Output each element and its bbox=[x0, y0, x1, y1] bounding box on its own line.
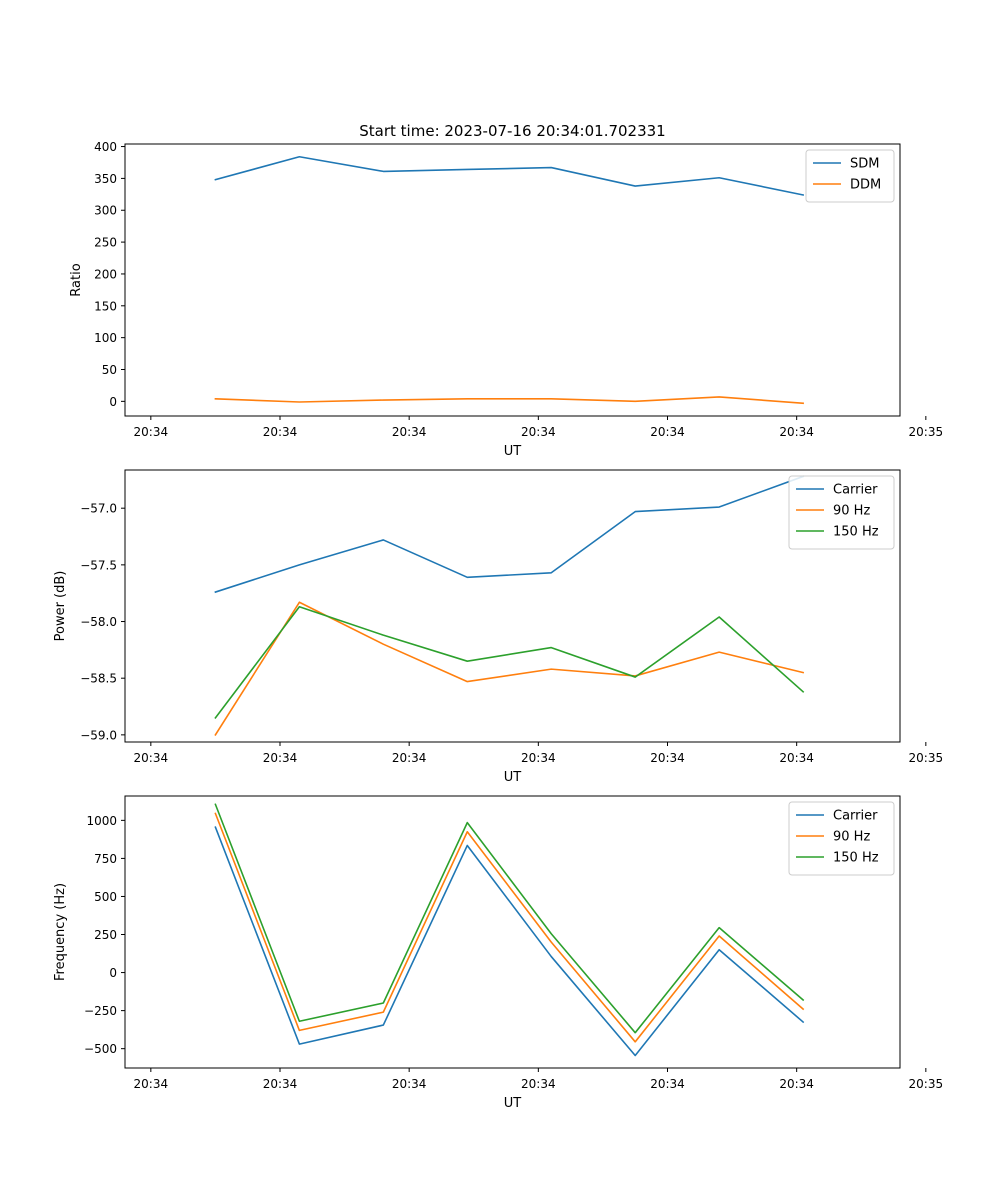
frequency-x-tick-label: 20:35 bbox=[909, 1077, 944, 1091]
frequency-y-tick-label: 750 bbox=[94, 852, 117, 866]
ratio-x-tick-label: 20:34 bbox=[263, 425, 298, 439]
frequency-series-line-150-hz bbox=[214, 803, 805, 1034]
ratio-y-tick-label: 400 bbox=[94, 140, 117, 154]
ratio-legend-label-ddm: DDM bbox=[850, 178, 881, 193]
ratio-y-tick-label: 50 bbox=[102, 363, 117, 377]
power-panel: 20:34 20:34 20:34 20:34 20:34 20:34 20:35 −59.0… bbox=[53, 469, 944, 785]
ratio-y-tick-label: 250 bbox=[94, 236, 117, 250]
frequency-legend-label-150-hz: 150 Hz bbox=[833, 851, 879, 866]
ratio-x-tick-label: 20:34 bbox=[779, 425, 814, 439]
frequency-y-tick-label: 1000 bbox=[86, 814, 117, 828]
ratio-x-tick-label: 20:34 bbox=[650, 425, 685, 439]
power-axes-frame bbox=[124, 469, 901, 743]
power-x-tick-label: 20:34 bbox=[392, 751, 427, 765]
power-x-tick-label: 20:34 bbox=[263, 751, 298, 765]
power-x-axis-label: UT bbox=[504, 770, 522, 785]
ratio-y-tick-label: 0 bbox=[109, 395, 117, 409]
ratio-x-tick-label: 20:34 bbox=[521, 425, 556, 439]
ratio-x-tick-label: 20:34 bbox=[392, 425, 427, 439]
ratio-y-tick-label: 350 bbox=[94, 172, 117, 186]
ratio-legend: SDM DDM bbox=[805, 149, 895, 203]
power-series-line-90-hz bbox=[214, 601, 805, 736]
power-y-tick-label: −58.5 bbox=[80, 672, 117, 686]
frequency-y-tick-label: 500 bbox=[94, 890, 117, 904]
ratio-series-line-sdm bbox=[214, 155, 805, 196]
power-y-tick-label: −57.5 bbox=[80, 558, 117, 572]
frequency-x-tick-label: 20:34 bbox=[392, 1077, 427, 1091]
ratio-x-axis-label: UT bbox=[504, 444, 522, 459]
frequency-axes-frame bbox=[124, 795, 901, 1069]
ratio-y-tick-label: 150 bbox=[94, 299, 117, 313]
power-y-tick-label: −57.0 bbox=[80, 502, 117, 516]
ratio-y-axis-label: Ratio bbox=[69, 263, 84, 296]
chart-title: Start time: 2023-07-16 20:34:01.702331 bbox=[359, 122, 665, 140]
power-x-tick-label: 20:35 bbox=[909, 751, 944, 765]
frequency-legend: Carrier 90 Hz 150 Hz bbox=[788, 801, 895, 876]
ratio-y-tick-label: 100 bbox=[94, 331, 117, 345]
power-y-tick-label: −59.0 bbox=[80, 728, 117, 742]
frequency-x-tick-label: 20:34 bbox=[521, 1077, 556, 1091]
frequency-x-tick-label: 20:34 bbox=[263, 1077, 298, 1091]
frequency-x-tick-label: 20:34 bbox=[650, 1077, 685, 1091]
frequency-y-tick-label: −500 bbox=[84, 1042, 117, 1056]
ratio-x-tick-label: 20:34 bbox=[134, 425, 169, 439]
frequency-legend-label-90-hz: 90 Hz bbox=[833, 830, 870, 845]
power-legend-label-150-hz: 150 Hz bbox=[833, 525, 879, 540]
frequency-series-line-carrier bbox=[214, 826, 805, 1057]
frequency-x-axis-label: UT bbox=[504, 1096, 522, 1111]
ratio-legend-label-sdm: SDM bbox=[850, 157, 879, 172]
frequency-series-line-90-hz bbox=[214, 812, 805, 1043]
power-y-tick-label: −58.0 bbox=[80, 615, 117, 629]
power-legend-label-90-hz: 90 Hz bbox=[833, 504, 870, 519]
frequency-y-tick-label: 0 bbox=[109, 966, 117, 980]
frequency-x-tick-label: 20:34 bbox=[779, 1077, 814, 1091]
ratio-x-tick-label: 20:35 bbox=[909, 425, 944, 439]
ratio-y-tick-label: 300 bbox=[94, 204, 117, 218]
power-x-tick-label: 20:34 bbox=[134, 751, 169, 765]
ratio-axes-frame bbox=[124, 143, 901, 417]
frequency-legend-label-carrier: Carrier bbox=[833, 809, 878, 824]
power-series-line-150-hz bbox=[214, 605, 805, 719]
frequency-x-tick-label: 20:34 bbox=[134, 1077, 169, 1091]
power-legend: Carrier 90 Hz 150 Hz bbox=[788, 475, 895, 550]
power-x-tick-label: 20:34 bbox=[521, 751, 556, 765]
power-x-tick-label: 20:34 bbox=[650, 751, 685, 765]
frequency-y-axis-label: Frequency (Hz) bbox=[53, 883, 68, 981]
power-legend-label-carrier: Carrier bbox=[833, 483, 878, 498]
frequency-panel: 20:34 20:34 20:34 20:34 20:34 20:34 20:35 −500 −… bbox=[53, 795, 944, 1111]
frequency-y-tick-label: −250 bbox=[84, 1004, 117, 1018]
ratio-y-tick-label: 200 bbox=[94, 267, 117, 281]
ratio-series-line-ddm bbox=[214, 396, 804, 405]
power-x-tick-label: 20:34 bbox=[779, 751, 814, 765]
ratio-panel: 20:34 20:34 20:34 20:34 20:34 20:34 20:35 0 50 10… bbox=[69, 140, 943, 459]
power-series-line-carrier bbox=[214, 475, 805, 594]
power-y-axis-label: Power (dB) bbox=[53, 571, 68, 642]
frequency-y-tick-label: 250 bbox=[94, 928, 117, 942]
